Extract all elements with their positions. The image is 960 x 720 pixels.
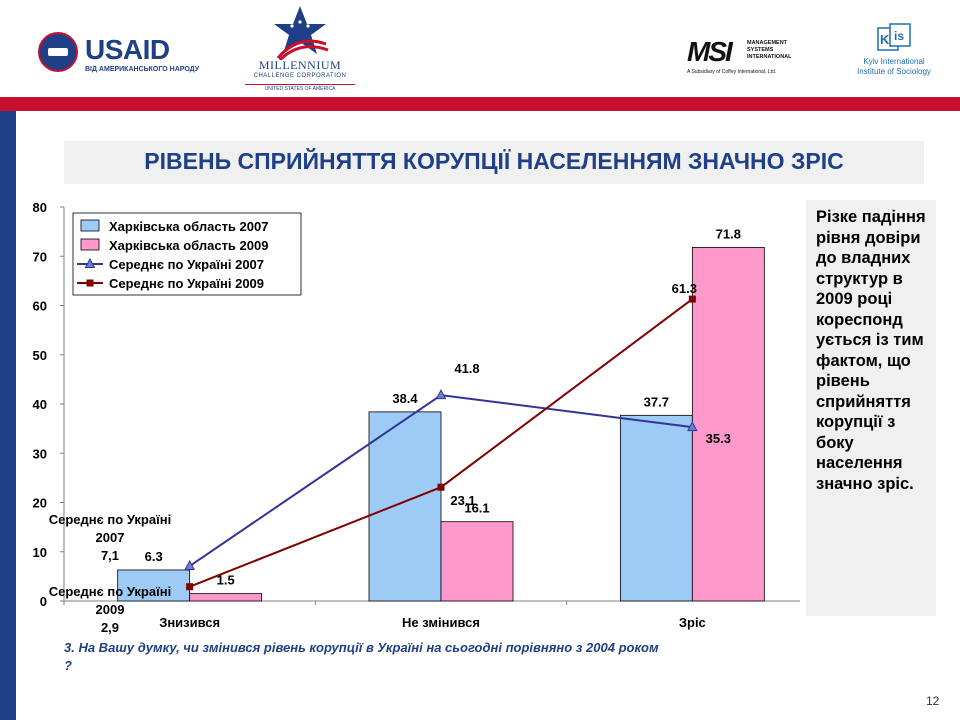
chart-lines: [184, 295, 698, 591]
bar: [368, 411, 442, 602]
y-tick-label: 60: [33, 299, 47, 314]
line-value-label: 61.3: [672, 281, 697, 296]
line-value-label: 23.1: [450, 493, 475, 508]
bar-value-label: 37.7: [644, 394, 669, 409]
header-divider-band: [0, 97, 960, 111]
y-tick-label: 50: [33, 348, 47, 363]
y-tick-label: 80: [33, 200, 47, 215]
x-tick-label: Не змінився: [402, 615, 480, 630]
bar: [189, 593, 263, 602]
bar: [619, 414, 693, 602]
bar: [117, 569, 191, 602]
side-note-box: [806, 200, 936, 616]
bar-value-label: 6.3: [145, 549, 163, 564]
mcc-name: MILLENNIUM: [258, 58, 342, 72]
chart-bars: [117, 246, 765, 602]
y-tick-label: 70: [33, 249, 47, 264]
bar: [440, 521, 514, 602]
annotation-label: Середнє по Україні: [49, 584, 171, 599]
legend-label: Харківська область 2009: [109, 238, 268, 253]
title-box: [64, 141, 924, 184]
bar-value-label: 16.1: [464, 501, 489, 516]
bar-value-label: 38.4: [392, 391, 418, 406]
usaid-seal-icon: [38, 32, 78, 72]
line-point: [435, 389, 447, 400]
mcc-country: UNITED STATES OF AMERICA: [245, 84, 355, 92]
annotation-label: Середнє по Україні: [49, 512, 171, 527]
line-value-label: 41.8: [454, 361, 479, 376]
y-tick-label: 0: [40, 594, 47, 609]
chart-annotations: Середнє по Україні 2007 7,1 Середнє по Укра…: [49, 512, 171, 635]
mcc-star-icon: [274, 6, 329, 60]
legend-label: Харківська область 2007: [109, 219, 268, 234]
y-tick-label: 10: [33, 545, 47, 560]
y-tick-label: 40: [33, 397, 47, 412]
usaid-logo: USAID: [85, 34, 170, 65]
annotation-label: 2,9: [101, 620, 119, 635]
svg-text:is: is: [894, 29, 904, 43]
legend-swatch: [80, 219, 100, 232]
chart-labels: 6.3 38.4 37.7 1.5 16.1 71.8 41.8 35.3 23.1 61.3: [145, 226, 741, 587]
kiis-logo-icon: K is: [877, 23, 911, 51]
legend-marker: [84, 257, 96, 268]
legend-box: [72, 212, 302, 296]
x-tick-label: Зріс: [679, 615, 706, 630]
msi-logo: MSI: [687, 36, 733, 67]
svg-text:K: K: [880, 32, 890, 47]
line-point: [688, 295, 696, 303]
line-point: [687, 421, 698, 432]
legend-label: Середнє по Україні 2009: [109, 276, 264, 291]
corruption-chart: 0 10 20 30 40 50 60 70 80 Знизився Не змінився Зріс…: [33, 200, 800, 635]
line-value-label: 35.3: [706, 431, 731, 446]
mcc-subtitle: CHALLENGE CORPORATION: [253, 73, 347, 79]
msi-tagline: A Subsidiary of Coffey International, Lt…: [687, 69, 777, 75]
x-tick-label: Знизився: [159, 615, 220, 630]
side-note-text: Різке падіння рівня довіри до владних ст…: [816, 208, 926, 493]
kiis-name: Kyiv International Institute of Sociolog…: [857, 57, 931, 76]
bar-value-label: 71.8: [716, 226, 741, 241]
line-point: [184, 559, 195, 571]
slide-title: РІВЕНЬ СПРИЙНЯТТЯ КОРУПЦІЇ НАСЕЛЕННЯМ ЗН…: [144, 148, 844, 174]
bar: [691, 246, 765, 602]
annotation-label: 2007: [96, 530, 125, 545]
line-point: [186, 583, 194, 591]
annotation-label: 7,1: [101, 548, 119, 563]
line-point: [437, 483, 445, 491]
chart-legend: Харківська область 2007 Харківська област…: [72, 212, 302, 296]
left-accent-bar: [0, 97, 16, 720]
page-number: 12: [926, 694, 940, 708]
y-tick-label: 30: [33, 446, 47, 461]
y-tick-label: 20: [33, 496, 47, 511]
legend-label: Середнє по Україні 2007: [109, 257, 264, 272]
legend-swatch: [80, 238, 100, 251]
survey-question: 3. На Вашу думку, чи змінився рівень кор…: [64, 640, 659, 673]
msi-name: MANAGEMENT SYSTEMS INTERNATIONAL: [747, 40, 792, 60]
usaid-tagline: ВІД АМЕРИКАНСЬКОГО НАРОДУ: [85, 66, 200, 73]
bar-value-label: 1.5: [217, 573, 235, 588]
annotation-label: 2009: [96, 602, 125, 617]
legend-marker: [86, 279, 94, 287]
